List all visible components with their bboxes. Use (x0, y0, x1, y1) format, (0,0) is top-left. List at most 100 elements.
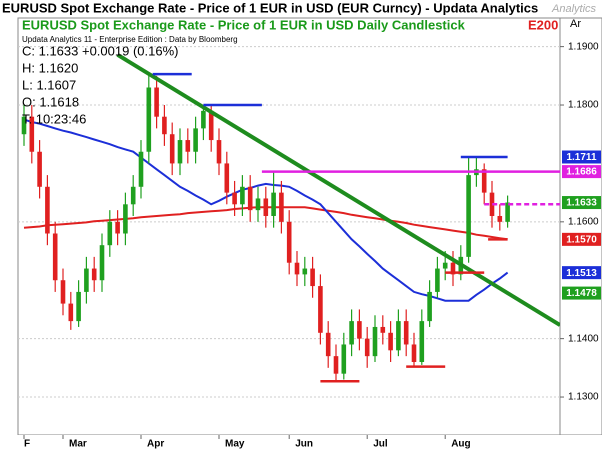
candle-body (271, 192, 276, 216)
info-line: H: 1.1620 (22, 60, 78, 75)
candle-body (341, 344, 347, 374)
candle-body (505, 202, 510, 222)
header: EURUSD Spot Exchange Rate - Price of 1 E… (2, 0, 538, 15)
candle-body (325, 332, 331, 357)
candle-body (76, 291, 81, 322)
x-tick-label: F (24, 439, 30, 450)
candle-body (403, 321, 409, 345)
candle-body (435, 268, 440, 292)
candle-body (115, 221, 120, 234)
candle-body (255, 198, 261, 211)
candle-body (177, 140, 183, 164)
candle-body (185, 140, 191, 152)
indicator: E200 (528, 17, 558, 32)
candle-body (294, 262, 300, 275)
candle-body (37, 151, 42, 187)
candle-body (99, 245, 105, 281)
candle-body (263, 198, 269, 216)
candle-body (333, 356, 339, 374)
candle-body (302, 268, 308, 275)
candle-body (318, 286, 323, 333)
price-box-label: 1.1633 (566, 198, 597, 209)
candle-body (364, 338, 370, 357)
candle-body (489, 192, 495, 216)
trend-line (116, 53, 560, 327)
price-box (562, 165, 601, 179)
candle-body (29, 116, 35, 152)
candle-body (247, 186, 253, 211)
candle-body (310, 268, 315, 287)
candle-body (279, 192, 284, 222)
x-tick-label: Mar (69, 439, 87, 450)
candle-body (240, 186, 245, 205)
candle-body (138, 151, 144, 187)
candle-body (208, 110, 214, 141)
x-tick-label: May (225, 439, 245, 450)
price-box (562, 286, 601, 300)
plot (21, 53, 560, 383)
candle-body (388, 332, 393, 351)
candle-body (146, 87, 152, 152)
candle-body (286, 221, 292, 263)
candle-body (450, 262, 456, 275)
x-tick-label: Jul (373, 439, 388, 450)
y-tick-label: 1.1300 (568, 392, 599, 403)
candle-body (169, 134, 175, 164)
candle-body (224, 163, 230, 193)
subtitle: Updata Analytics 11 - Enterprise Edition… (22, 35, 238, 44)
y-tick-label: 1.1800 (568, 100, 599, 111)
price-box-label: 1.1478 (566, 288, 597, 299)
y-tick-label: 1.1600 (568, 216, 599, 227)
watermark: Analytics (551, 3, 597, 15)
candle-body (154, 87, 159, 117)
x-axis-strip (0, 435, 602, 451)
info-line: L: 1.1607 (22, 77, 76, 92)
info-line: C: 1.1633 +0.0019 (0.16%) (22, 43, 178, 58)
candle-body (216, 140, 222, 164)
candle-body (396, 321, 401, 351)
candle-body (91, 268, 97, 281)
price-box-label: 1.1686 (566, 167, 597, 178)
candle-body (419, 321, 425, 362)
price-box-label: 1.1570 (566, 234, 597, 245)
indicator-box (524, 19, 559, 33)
price-box-label: 1.1513 (566, 268, 597, 279)
candle-body (21, 116, 27, 135)
candle-body (481, 169, 487, 193)
price-box (562, 232, 601, 246)
candle-body (232, 192, 237, 205)
x-tick-label: Apr (147, 439, 164, 450)
candle-body (130, 186, 136, 205)
candle-body (201, 110, 206, 129)
candle-body (372, 326, 378, 357)
candle-body (68, 303, 74, 322)
price-box (562, 196, 601, 210)
candle-body (466, 175, 471, 257)
candle-body (45, 186, 50, 234)
candle-body (497, 215, 503, 222)
candle-body (123, 204, 128, 234)
candle-body (193, 128, 198, 152)
candle-body (357, 321, 362, 339)
y-tick-label: 1.1900 (568, 41, 599, 52)
price-box (562, 266, 601, 280)
candle-body (107, 221, 113, 246)
candle-body (52, 233, 58, 281)
x-tick-label: Jun (295, 439, 313, 450)
candle-body (84, 268, 89, 292)
candle-body (411, 344, 417, 362)
candle-body (349, 321, 354, 345)
y-tick-label: 1.1400 (568, 333, 599, 344)
candle-body (60, 280, 66, 304)
candle-body (442, 262, 448, 269)
candle-body (427, 291, 432, 322)
grid (18, 46, 564, 398)
chart-title: EURUSD Spot Exchange Rate - Price of 1 E… (22, 17, 466, 32)
candle-body (162, 116, 167, 135)
info-line: O: 1.1618 (22, 94, 79, 109)
price-box (562, 150, 601, 164)
x-tick-label: Aug (451, 439, 470, 450)
moving-average (23, 118, 509, 302)
axis-title: Ar (570, 18, 581, 30)
